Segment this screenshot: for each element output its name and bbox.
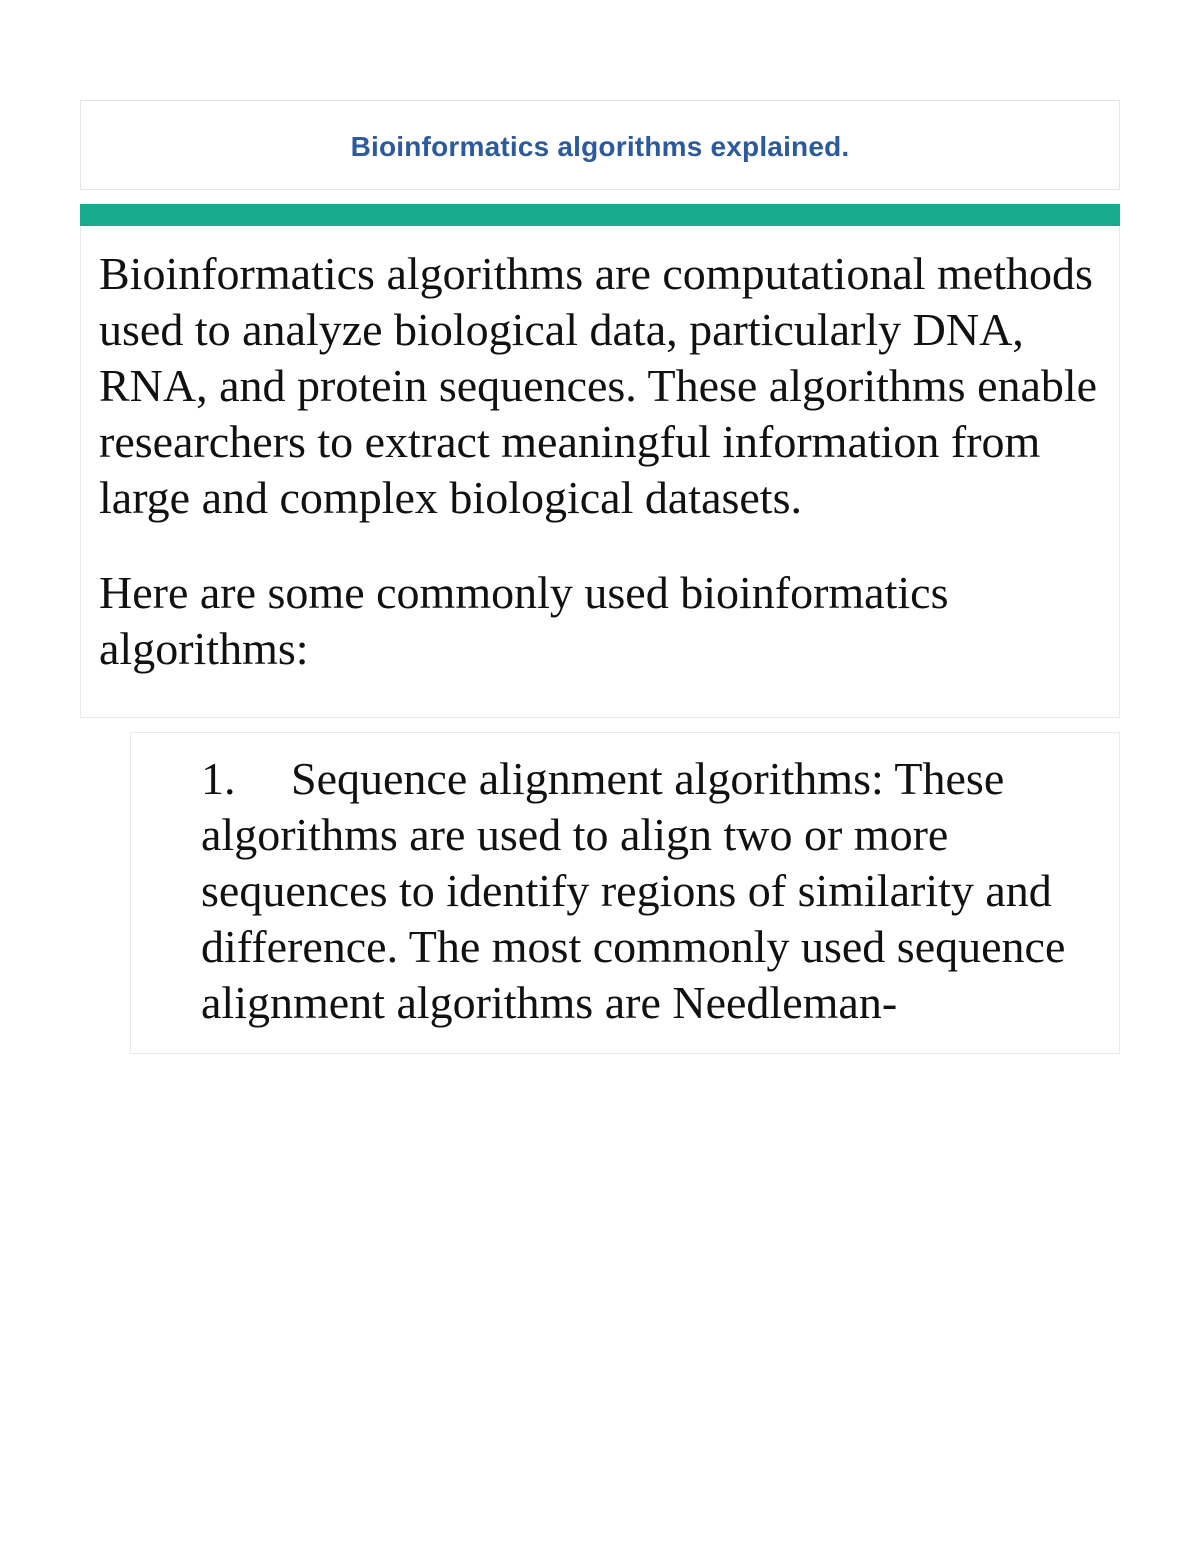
document-page: Bioinformatics algorithms explained. Bio… <box>0 0 1200 1553</box>
list-item-text: Sequence alignment algorithms: These alg… <box>201 753 1065 1028</box>
title-container: Bioinformatics algorithms explained. <box>80 100 1120 190</box>
intro-paragraph-2: Here are some commonly used bioinformati… <box>99 565 1101 677</box>
intro-container: Bioinformatics algorithms are computatio… <box>80 226 1120 718</box>
page-title: Bioinformatics algorithms explained. <box>351 131 850 162</box>
intro-paragraph-1: Bioinformatics algorithms are computatio… <box>99 246 1101 527</box>
list-item-box: 1.Sequence alignment algorithms: These a… <box>130 732 1120 1055</box>
list-container: 1.Sequence alignment algorithms: These a… <box>80 718 1120 1055</box>
list-item-number: 1. <box>201 751 291 807</box>
accent-bar <box>80 204 1120 226</box>
list-item: 1.Sequence alignment algorithms: These a… <box>161 751 1089 1032</box>
